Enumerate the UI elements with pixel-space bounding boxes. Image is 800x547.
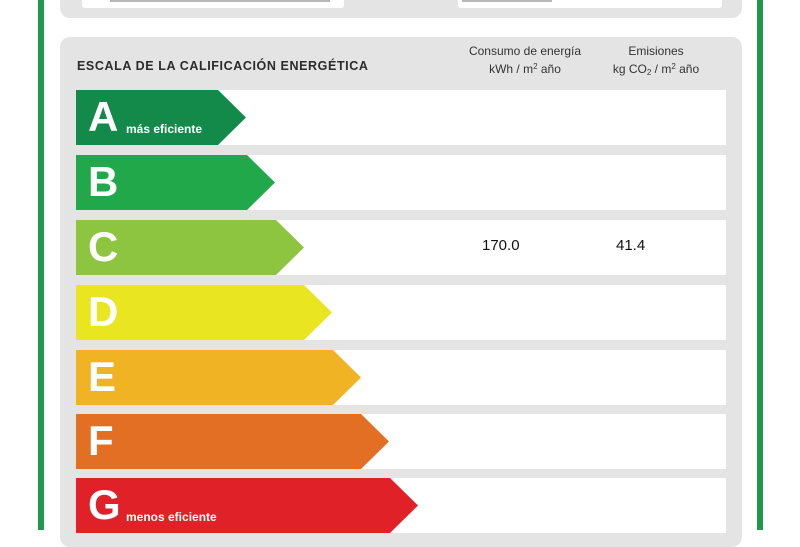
emissions-column-title: Emisiones — [628, 44, 684, 58]
rating-letter: A — [88, 93, 119, 140]
rating-letter: C — [88, 223, 119, 270]
top-info-panel — [60, 0, 742, 18]
rating-arrow-a: A más eficiente — [76, 90, 246, 145]
rating-row-e: E — [76, 350, 726, 405]
rating-row-d: D — [76, 285, 726, 340]
frame-border-left — [38, 0, 44, 530]
cropped-text-line — [462, 0, 552, 2]
rating-arrow-d: D — [76, 285, 332, 340]
rating-row-g: G menos eficiente — [76, 478, 726, 533]
rating-letter: F — [88, 417, 114, 464]
rating-letter: G — [88, 481, 121, 528]
rating-caption: más eficiente — [126, 122, 203, 136]
rating-letter: D — [88, 288, 119, 335]
energy-column-title: Consumo de energía — [468, 44, 582, 58]
energy-column-header: Consumo de energía kWh / m2 año — [445, 44, 605, 77]
rating-row-b: B — [76, 155, 726, 210]
rating-row-c: C 170.0 41.4 — [76, 220, 726, 275]
rating-arrow-f: F — [76, 414, 389, 469]
energy-scale-panel: ESCALA DE LA CALIFICACIÓN ENERGÉTICA Con… — [60, 37, 742, 547]
rating-arrow-g: G menos eficiente — [76, 478, 418, 533]
scale-title: ESCALA DE LA CALIFICACIÓN ENERGÉTICA — [77, 59, 369, 73]
rating-arrow-e: E — [76, 350, 361, 405]
rating-arrow-c: C — [76, 220, 304, 275]
rating-arrow-b: B — [76, 155, 275, 210]
cropped-text-line — [110, 0, 330, 2]
rating-row-a: A más eficiente — [76, 90, 726, 145]
emissions-column-unit: kg CO2 / m2 año — [612, 62, 700, 77]
emissions-column-header: Emisiones kg CO2 / m2 año — [590, 44, 722, 80]
rating-caption: menos eficiente — [126, 510, 217, 524]
energy-column-unit: kWh / m2 año — [489, 62, 561, 76]
frame-border-right — [757, 0, 763, 530]
energy-value: 170.0 — [482, 237, 520, 254]
rating-letter: B — [88, 158, 119, 205]
emissions-value: 41.4 — [616, 237, 646, 254]
top-field-left — [82, 0, 344, 8]
rating-row-f: F — [76, 414, 726, 469]
rating-letter: E — [88, 353, 117, 400]
top-field-right — [458, 0, 722, 8]
